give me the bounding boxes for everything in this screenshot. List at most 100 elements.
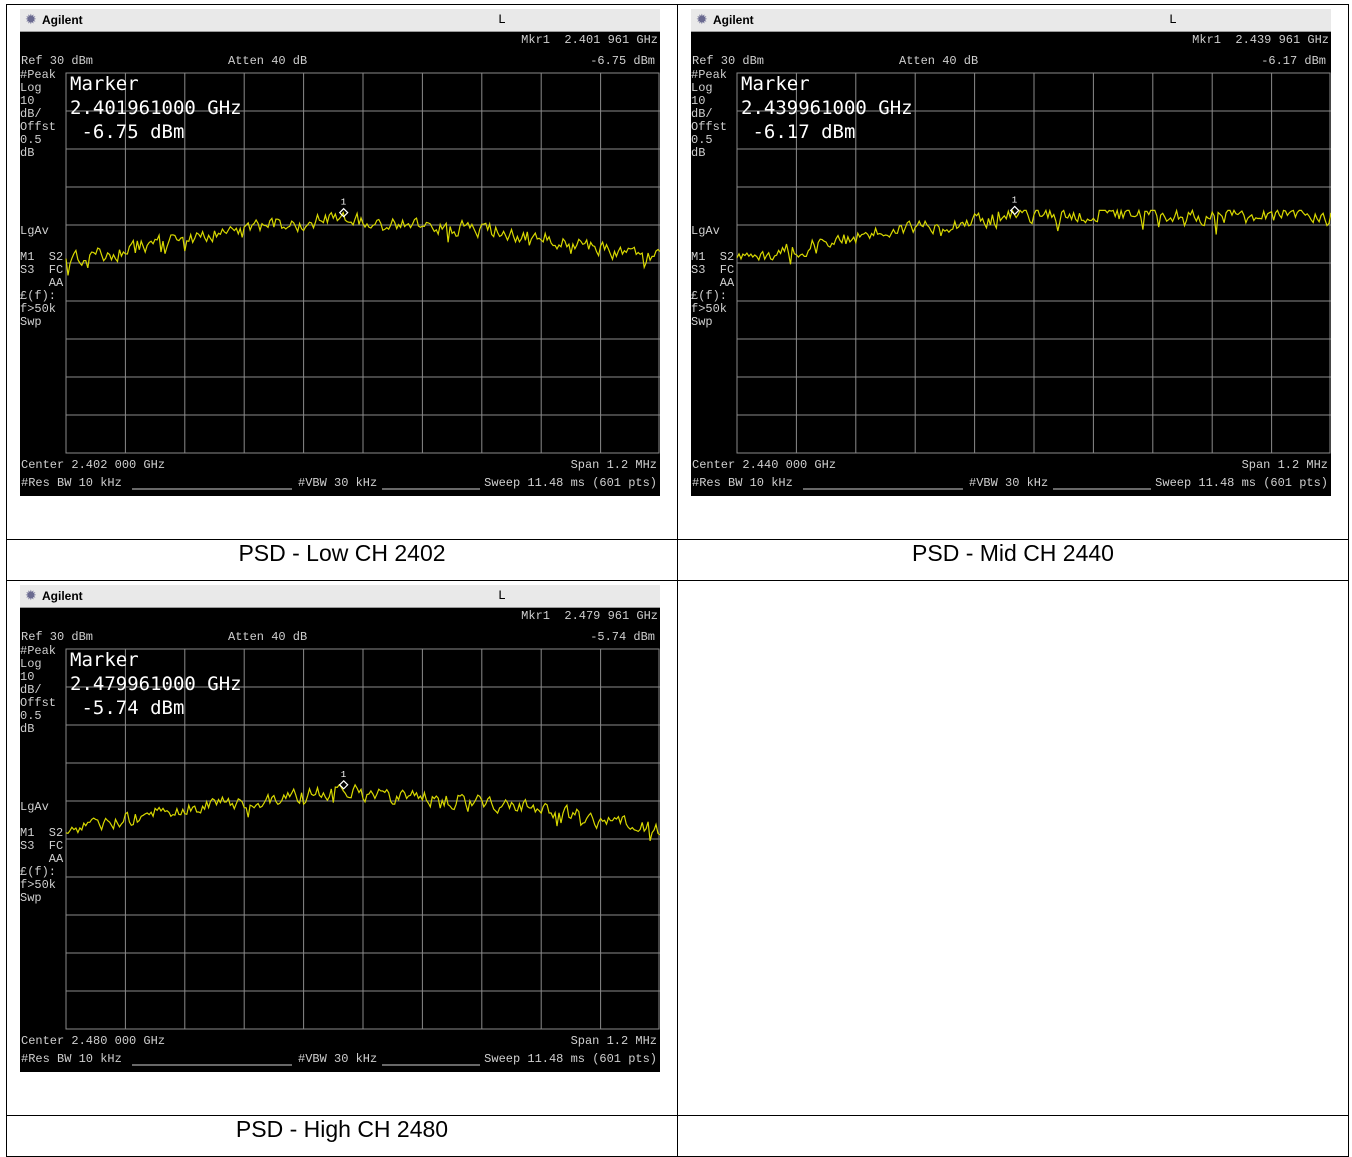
left-annotation: f>50k [691,302,728,316]
marker-diamond [338,779,349,790]
left-annotation: 0.5 [20,709,42,723]
left-annotation: 10 [20,670,35,684]
left-annotation: AA [20,276,64,290]
left-annotation: dB/ [691,107,713,121]
marker-readout: Mkr1 2.439 961 GHz [1192,33,1329,47]
marker-freq: 2.479961000 GHz [70,673,242,695]
left-annotation: #Peak [20,644,57,658]
marker-number-label: 1 [1012,195,1017,205]
left-annotation: S3 FC [691,263,735,277]
left-annotation: 0.5 [691,133,713,147]
left-annotation: #Peak [20,68,57,82]
sweep-time: Sweep 11.48 ms (601 pts) [1155,476,1328,490]
left-annotation: dB [691,146,706,160]
span: Span 1.2 MHz [570,458,657,472]
center-frequency: Center 2.480 000 GHz [21,1034,166,1048]
left-annotation: Swp [691,315,713,329]
left-annotation: dB [20,722,35,736]
analyzer-screen-mid: ✹ Agilent L Mkr1 2.439 961 GHz Ref 30 dBm Att… [691,9,1331,496]
mode-indicator: L [1169,12,1177,27]
left-annotation: LgAv [691,224,720,238]
marker-info-block: Marker 2.401961000 GHz -6.75 dBm [70,72,242,144]
figure-grid: ✹ Agilent L Mkr1 2.401 961 GHz Ref 30 dBm Att… [6,4,1349,1157]
attenuation: Atten 40 dB [228,54,308,68]
marker-amp: -5.74 dBm [70,697,185,719]
empty-caption-cell [677,1115,1349,1157]
left-annotation: S3 FC [20,263,64,277]
left-annotations: #Peak Log 10 dB/Offst 0.5 dB LgAv M1 S2 S3 FC AA… [691,69,734,329]
title-bar: ✹ Agilent L [20,585,660,608]
agilent-logo-icon: ✹ [25,587,37,603]
marker-number-label: 1 [341,198,346,208]
marker-freq: 2.401961000 GHz [70,97,242,119]
spectrum-plot: 1 [736,72,1331,490]
left-annotation: S3 FC [20,839,64,853]
left-annotation: M1 S2 [20,826,64,840]
left-annotation: 0.5 [20,133,42,147]
left-annotation: Offst [20,696,57,710]
marker-readout: Mkr1 2.479 961 GHz [521,609,658,623]
marker-info-block: Marker 2.479961000 GHz -5.74 dBm [70,648,242,720]
brand-label: Agilent [42,589,83,603]
ref-level: Ref 30 dBm [692,54,765,68]
brand-label: Agilent [42,13,83,27]
marker-info-block: Marker 2.439961000 GHz -6.17 dBm [741,72,913,144]
left-annotation: £(f): [20,289,57,303]
left-annotation: Log [20,657,42,671]
span: Span 1.2 MHz [1241,458,1328,472]
left-annotations: #Peak Log 10 dB/Offst 0.5 dB LgAv M1 S2 S3 FC AA… [20,69,63,329]
left-annotation: Offst [20,120,57,134]
resolution-bandwidth: #Res BW 10 kHz [692,476,793,490]
sweep-time: Sweep 11.48 ms (601 pts) [484,476,657,490]
span: Span 1.2 MHz [570,1034,657,1048]
left-annotation: Offst [691,120,728,134]
left-annotation: M1 S2 [20,250,64,264]
plot-cell-mid: ✹ Agilent L Mkr1 2.439 961 GHz Ref 30 dBm Att… [677,4,1349,540]
marker-amp: -6.17 dBm [741,121,856,143]
plot-cell-high: ✹ Agilent L Mkr1 2.479 961 GHz Ref 30 dBm Att… [6,580,678,1116]
spectrum-plot: 1 [65,72,660,490]
marker-number-label: 1 [341,770,346,780]
left-annotation: Swp [20,891,42,905]
spectrum-trace [736,208,1331,265]
marker-diamond [338,207,349,218]
marker-title: Marker [70,649,139,671]
agilent-logo-icon: ✹ [696,11,708,27]
mode-indicator: L [498,588,506,603]
caption-mid: PSD - Mid CH 2440 [677,539,1349,581]
title-bar: ✹ Agilent L [20,9,660,32]
attenuation: Atten 40 dB [228,630,308,644]
empty-cell [677,580,1349,1116]
left-annotation: #Peak [691,68,728,82]
left-annotation: M1 S2 [691,250,735,264]
center-frequency: Center 2.402 000 GHz [21,458,166,472]
marker-diamond [1009,205,1020,216]
left-annotation: LgAv [20,224,49,238]
spectrum-plot: 1 [65,648,660,1066]
resolution-bandwidth: #Res BW 10 kHz [21,1052,122,1066]
attenuation: Atten 40 dB [899,54,979,68]
left-annotation: 10 [20,94,35,108]
center-frequency: Center 2.440 000 GHz [692,458,837,472]
left-annotation: f>50k [20,302,57,316]
marker-title: Marker [70,73,139,95]
caption-high: PSD - High CH 2480 [6,1115,678,1157]
brand-label: Agilent [713,13,754,27]
ref-level: Ref 30 dBm [21,54,94,68]
left-annotation: AA [20,852,64,866]
spectrum-trace [65,211,660,276]
marker-amplitude-readout: -6.75 dBm [590,54,655,68]
video-bandwidth: #VBW 30 kHz [298,1052,378,1066]
title-bar: ✹ Agilent L [691,9,1331,32]
marker-readout: Mkr1 2.401 961 GHz [521,33,658,47]
analyzer-screen-low: ✹ Agilent L Mkr1 2.401 961 GHz Ref 30 dBm Att… [20,9,660,496]
marker-amplitude-readout: -5.74 dBm [590,630,655,644]
mode-indicator: L [498,12,506,27]
ref-level: Ref 30 dBm [21,630,94,644]
left-annotation: f>50k [20,878,57,892]
caption-low: PSD - Low CH 2402 [6,539,678,581]
left-annotation: £(f): [691,289,728,303]
analyzer-screen-high: ✹ Agilent L Mkr1 2.479 961 GHz Ref 30 dBm Att… [20,585,660,1072]
left-annotation: £(f): [20,865,57,879]
left-annotation: dB [20,146,35,160]
